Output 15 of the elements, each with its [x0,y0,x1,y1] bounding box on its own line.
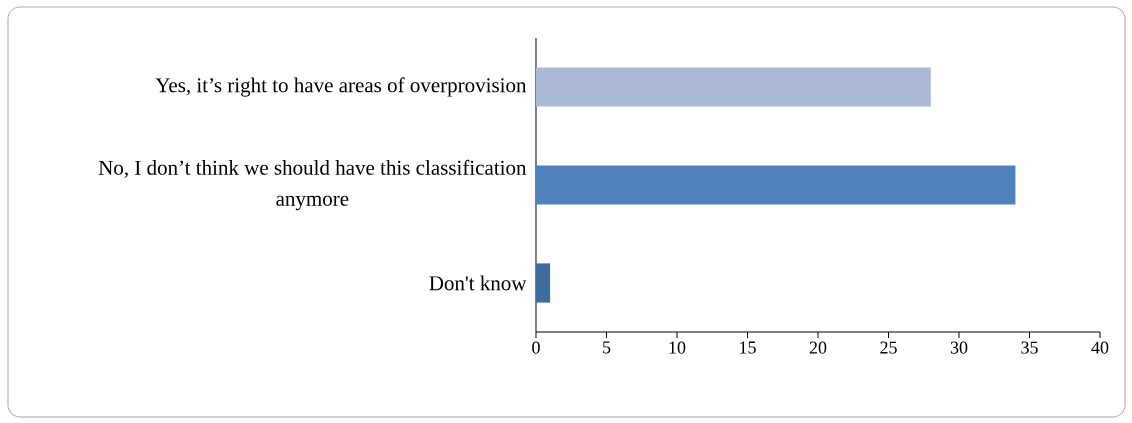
x-tick-label: 15 [740,341,756,354]
bar [536,263,551,303]
x-tick-label: 30 [950,341,968,354]
y-tick-label: Yes, it’s right to have areas of overprovision [155,77,527,97]
y-tick-label: Don't know [429,275,527,291]
x-tick-label: 40 [1091,341,1109,354]
bar [536,67,931,107]
x-tick-label: 0 [532,341,540,354]
x-tick-label: 5 [603,341,611,354]
y-tick-label: No, I don’t think we should have this classification anymore [98,159,527,211]
x-tick-label: 35 [1021,341,1038,354]
bar [536,165,1016,205]
x-tick-label: 10 [669,341,686,354]
x-tick-label: 25 [880,341,897,354]
x-tick-label: 20 [809,341,827,354]
